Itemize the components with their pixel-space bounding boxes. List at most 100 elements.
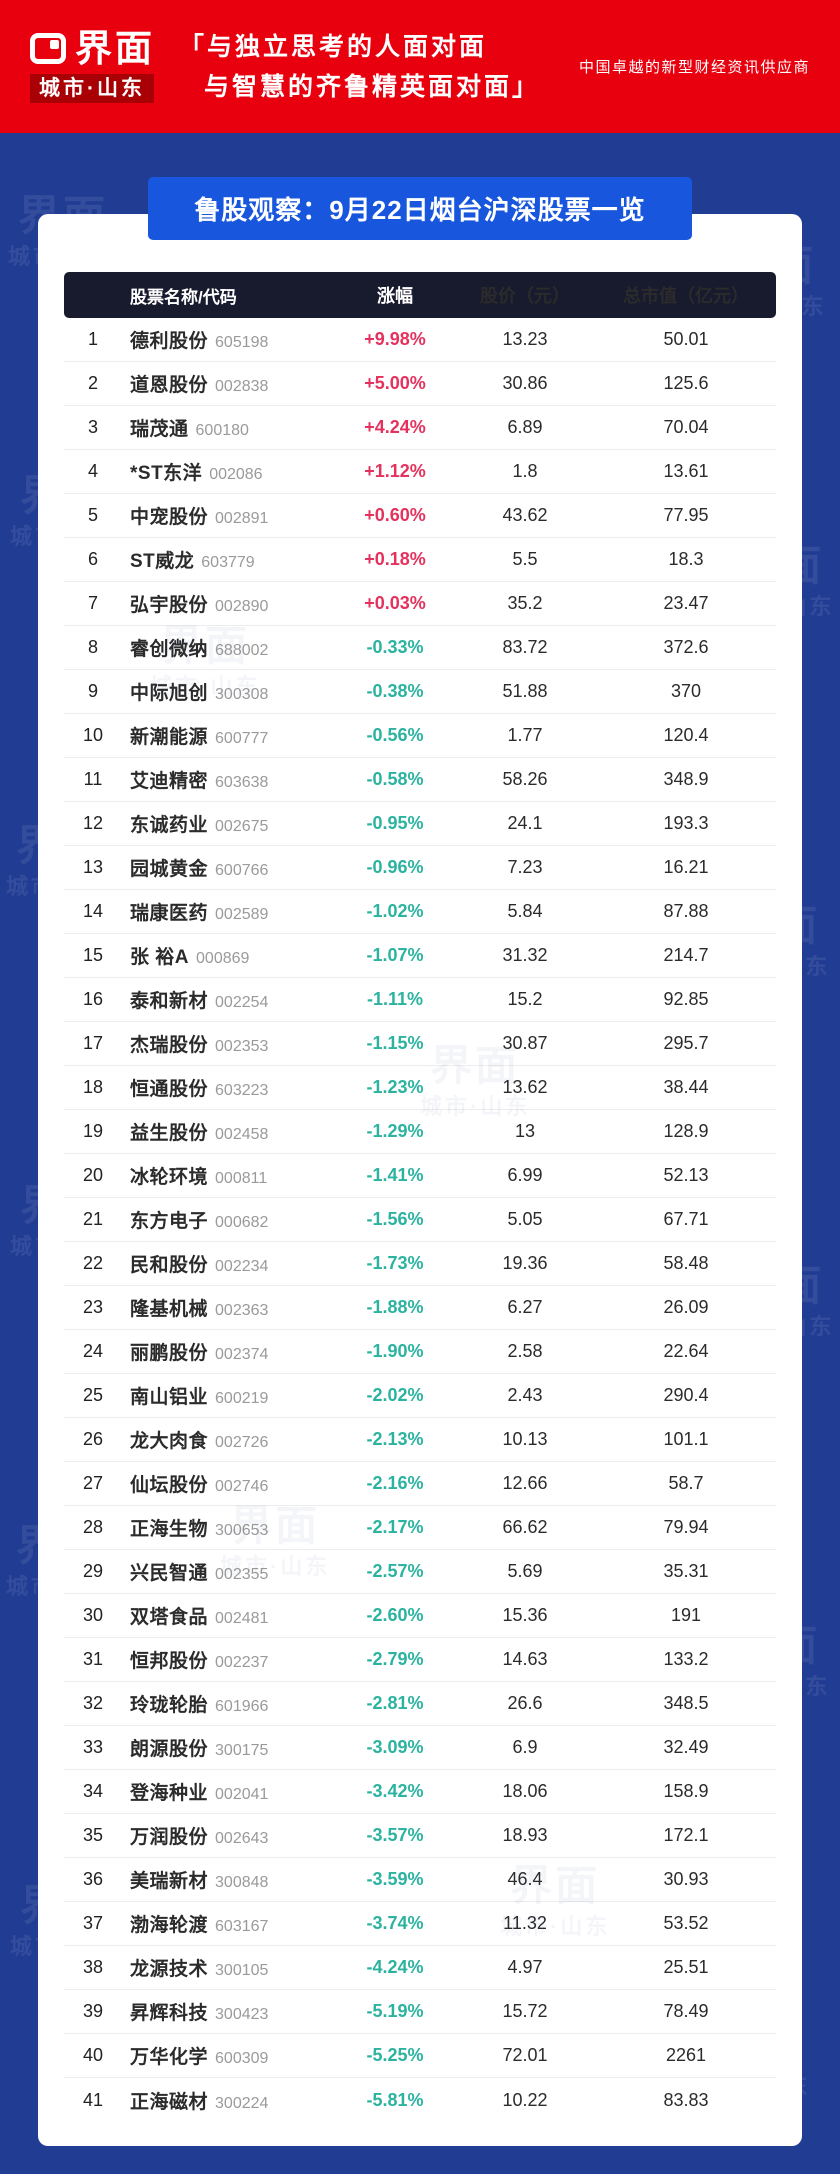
stock-name: 美瑞新材: [130, 1871, 209, 1892]
change-value: -1.41%: [366, 1165, 424, 1185]
market-cap-value: 58.7: [668, 1473, 704, 1493]
price-value: 5.69: [507, 1561, 543, 1581]
jiemian-logo: 界面 城市·山东: [30, 30, 155, 103]
table-row: 20 冰轮环境 000811 -1.41% 6.99 52.13: [64, 1154, 776, 1198]
stock-code: 002481: [215, 1610, 269, 1627]
stock-name: 丽鹏股份: [130, 1343, 209, 1364]
stock-name: 龙大肉食: [130, 1431, 209, 1452]
market-cap-value: 30.93: [663, 1869, 709, 1889]
price-value: 18.06: [502, 1781, 548, 1801]
stock-name: 恒邦股份: [130, 1651, 209, 1672]
stock-name: 中际旭创: [130, 683, 209, 704]
price-value: 35.2: [507, 593, 543, 613]
price-value: 12.66: [502, 1473, 548, 1493]
market-cap-value: 125.6: [663, 373, 709, 393]
row-index: 2: [87, 373, 98, 393]
slogan: 「与独立思考的人面对面 与智慧的齐鲁精英面对面」: [179, 27, 540, 107]
stock-name-code: 新潮能源 600777: [122, 722, 336, 749]
market-cap-value: 101.1: [663, 1429, 709, 1449]
price-value: 2.58: [507, 1341, 543, 1361]
change-value: -0.33%: [366, 637, 424, 657]
stock-name-code: 冰轮环境 000811: [122, 1162, 336, 1189]
market-cap-value: 13.61: [663, 461, 709, 481]
price-value: 18.93: [502, 1825, 548, 1845]
stock-code: 300175: [215, 1742, 269, 1759]
stock-code: 002237: [215, 1654, 269, 1671]
stock-code: 300423: [215, 2006, 269, 2023]
stock-name-code: 仙坛股份 002746: [122, 1470, 336, 1497]
page-title: 鲁股观察：9月22日烟台沪深股票一览: [148, 177, 692, 240]
stock-name: 睿创微纳: [130, 639, 209, 660]
change-value: -1.90%: [366, 1341, 424, 1361]
stock-code: 002746: [215, 1478, 269, 1495]
change-value: -3.74%: [366, 1913, 424, 1933]
stock-name: 昇辉科技: [130, 2003, 209, 2024]
column-header-price: 股价（元）: [480, 286, 570, 306]
stock-code: 002363: [215, 1302, 269, 1319]
table-row: 36 美瑞新材 300848 -3.59% 46.4 30.93: [64, 1858, 776, 1902]
stock-name-code: 万润股份 002643: [122, 1822, 336, 1849]
stock-name-code: 登海种业 002041: [122, 1778, 336, 1805]
price-value: 72.01: [502, 2045, 548, 2065]
stock-code: 688002: [215, 642, 269, 659]
stock-name: 正海磁材: [130, 2091, 209, 2113]
change-value: -2.57%: [366, 1561, 424, 1581]
price-value: 66.62: [502, 1517, 548, 1537]
change-value: -5.25%: [366, 2045, 424, 2065]
table-row: 3 瑞茂通 600180 +4.24% 6.89 70.04: [64, 406, 776, 450]
price-value: 51.88: [502, 681, 548, 701]
stock-code: 002838: [215, 378, 269, 395]
stock-name-code: ST威龙 603779: [122, 546, 336, 573]
change-value: -1.73%: [366, 1253, 424, 1273]
market-cap-value: 35.31: [663, 1561, 709, 1581]
stock-name-code: 民和股份 002234: [122, 1250, 336, 1277]
market-cap-value: 348.9: [663, 769, 709, 789]
change-value: -3.59%: [366, 1869, 424, 1889]
stock-name: 弘宇股份: [130, 595, 209, 616]
market-cap-value: 50.01: [663, 329, 709, 349]
table-row: 28 正海生物 300653 -2.17% 66.62 79.94: [64, 1506, 776, 1550]
market-cap-value: 295.7: [663, 1033, 709, 1053]
tagline: 中国卓越的新型财经资讯供应商: [578, 59, 810, 76]
logo-region-text: 城市·山东: [30, 74, 154, 103]
stock-code: 600180: [195, 422, 249, 439]
price-value: 6.99: [507, 1165, 543, 1185]
table-row: 6 ST威龙 603779 +0.18% 5.5 18.3: [64, 538, 776, 582]
price-value: 5.84: [507, 901, 543, 921]
table-row: 25 南山铝业 600219 -2.02% 2.43 290.4: [64, 1374, 776, 1418]
column-header-name-code: 股票名称/代码: [130, 287, 237, 307]
stock-name: 道恩股份: [130, 375, 209, 396]
stock-code: 002643: [215, 1830, 269, 1847]
stock-name-code: 弘宇股份 002890: [122, 590, 336, 617]
stock-code: 002234: [215, 1258, 269, 1275]
row-index: 28: [82, 1517, 104, 1537]
stock-name: 杰瑞股份: [130, 1035, 209, 1056]
stock-code: 605198: [215, 334, 269, 351]
change-value: -1.23%: [366, 1077, 424, 1097]
market-cap-value: 87.88: [663, 901, 709, 921]
market-cap-value: 92.85: [663, 989, 709, 1009]
stock-code: 000682: [215, 1214, 269, 1231]
stock-code: 002589: [215, 906, 269, 923]
table-row: 23 隆基机械 002363 -1.88% 6.27 26.09: [64, 1286, 776, 1330]
stock-name-code: 昇辉科技 300423: [122, 1998, 336, 2025]
stock-table-card: 股票名称/代码 涨幅 股价（元） 总市值（亿元） 1 德利股份 605198 +9…: [38, 214, 802, 2146]
change-value: -1.15%: [366, 1033, 424, 1053]
stock-code: 300224: [215, 2094, 269, 2112]
column-header-market-cap: 总市值（亿元）: [623, 286, 749, 306]
row-index: 8: [87, 637, 98, 657]
change-value: -2.60%: [366, 1605, 424, 1625]
row-index: 34: [82, 1781, 104, 1801]
price-value: 11.32: [503, 1913, 547, 1933]
price-value: 31.32: [502, 945, 548, 965]
stock-code: 002355: [215, 1566, 269, 1583]
stock-name: 万华化学: [130, 2047, 209, 2068]
price-value: 5.05: [507, 1209, 543, 1229]
stock-name: 恒通股份: [130, 1079, 209, 1100]
stock-code: 603779: [201, 554, 255, 571]
change-value: -1.29%: [366, 1121, 424, 1141]
price-value: 10.13: [502, 1429, 548, 1449]
price-value: 43.62: [502, 505, 548, 525]
market-cap-value: 25.51: [663, 1957, 709, 1977]
stock-name: 新潮能源: [130, 727, 209, 748]
